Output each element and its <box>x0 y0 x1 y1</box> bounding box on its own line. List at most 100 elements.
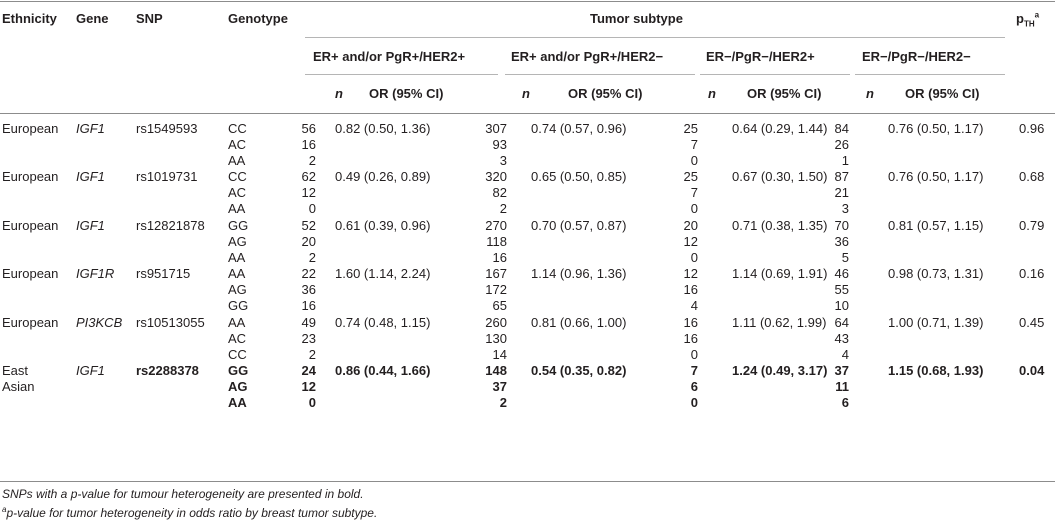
n-cell: 16 <box>683 331 698 346</box>
n-cell: 6 <box>690 379 698 394</box>
n-cell: 3 <box>499 153 507 168</box>
header-subtype-2: ER+ and/or PgR+/HER2− <box>511 49 664 64</box>
n-cell: 93 <box>492 137 507 152</box>
n-cell: 16 <box>301 137 316 152</box>
pth-cell: 0.96 <box>1019 121 1045 136</box>
ethnicity-cell: European <box>2 266 59 281</box>
n-cell: 37 <box>834 363 849 378</box>
or-cell: 0.81 (0.57, 1.15) <box>888 218 984 233</box>
top-rule <box>0 1 1055 2</box>
genotype-cell: CC <box>228 121 247 136</box>
n-cell: 7 <box>690 363 698 378</box>
genotype-cell: GG <box>228 218 249 233</box>
ethnicity-cell: European <box>2 121 59 136</box>
snp-cell: rs1549593 <box>136 121 198 136</box>
n-cell: 0 <box>690 153 698 168</box>
n-cell: 25 <box>683 121 698 136</box>
genotype-cell: AG <box>228 379 248 394</box>
n-cell: 0 <box>690 250 698 265</box>
genotype-cell: AG <box>228 234 247 249</box>
n-cell: 6 <box>841 395 849 410</box>
n-cell: 12 <box>301 379 316 394</box>
tumor-subtype-rule <box>305 37 1005 38</box>
or-cell: 0.86 (0.44, 1.66) <box>335 363 431 378</box>
or-cell: 1.60 (1.14, 2.24) <box>335 266 431 281</box>
subtype-2-rule <box>505 74 695 75</box>
n-cell: 24 <box>301 363 316 378</box>
or-cell: 1.24 (0.49, 3.17) <box>732 363 828 378</box>
or-cell: 0.74 (0.57, 0.96) <box>531 121 627 136</box>
n-cell: 16 <box>492 250 507 265</box>
pth-cell: 0.79 <box>1019 218 1045 233</box>
footnote-bold: SNPs with a p-value for tumour heterogen… <box>2 487 364 501</box>
n-cell: 2 <box>308 250 316 265</box>
or-cell: 0.76 (0.50, 1.17) <box>888 169 984 184</box>
n-cell: 2 <box>499 395 507 410</box>
header-or-1: OR (95% CI) <box>369 86 444 101</box>
or-cell: 1.14 (0.69, 1.91) <box>732 266 828 281</box>
n-cell: 20 <box>683 218 698 233</box>
n-cell: 0 <box>690 201 698 216</box>
header-pth: pTHa <box>1016 10 1040 29</box>
or-cell: 0.67 (0.30, 1.50) <box>732 169 828 184</box>
n-cell: 23 <box>301 331 316 346</box>
header-n-1: n <box>335 86 343 101</box>
subtype-4-rule <box>855 74 1005 75</box>
n-cell: 118 <box>486 234 507 249</box>
n-cell: 307 <box>485 121 507 136</box>
n-cell: 16 <box>683 282 698 297</box>
header-or-4: OR (95% CI) <box>905 86 980 101</box>
or-cell: 1.15 (0.68, 1.93) <box>888 363 984 378</box>
or-cell: 0.71 (0.38, 1.35) <box>732 218 828 233</box>
gene-cell: PI3KCB <box>76 315 123 330</box>
gene-cell: IGF1 <box>76 121 105 136</box>
n-cell: 2 <box>499 201 507 216</box>
n-cell: 167 <box>485 266 507 281</box>
genotype-cell: AA <box>228 315 246 330</box>
n-cell: 16 <box>301 298 316 313</box>
n-cell: 22 <box>301 266 316 281</box>
n-cell: 0 <box>690 395 698 410</box>
genotype-cell: AA <box>228 153 246 168</box>
n-cell: 260 <box>485 315 507 330</box>
n-cell: 49 <box>301 315 316 330</box>
header-or-2: OR (95% CI) <box>568 86 643 101</box>
n-cell: 4 <box>690 298 698 313</box>
genotype-cell: GG <box>228 363 249 378</box>
genotype-cell: AC <box>228 185 247 200</box>
or-cell: 1.00 (0.71, 1.39) <box>888 315 984 330</box>
n-cell: 25 <box>683 169 698 184</box>
snp-cell: rs10513055 <box>136 315 205 330</box>
n-cell: 36 <box>301 282 316 297</box>
header-bottom-rule <box>0 113 1055 114</box>
genotype-cell: AA <box>228 250 246 265</box>
n-cell: 0 <box>690 347 698 362</box>
header-n-4: n <box>866 86 874 101</box>
ethnicity-cell: European <box>2 169 59 184</box>
n-cell: 26 <box>834 137 849 152</box>
genotype-cell: CC <box>228 169 247 184</box>
n-cell: 14 <box>492 347 507 362</box>
header-gene: Gene <box>76 11 109 26</box>
header-n-3: n <box>708 86 716 101</box>
n-cell: 130 <box>485 331 507 346</box>
header-or-3: OR (95% CI) <box>747 86 822 101</box>
n-cell: 270 <box>485 218 507 233</box>
ethnicity-cell: East <box>2 363 29 378</box>
pth-cell: 0.68 <box>1019 169 1045 184</box>
genotype-cell: AC <box>228 331 247 346</box>
or-cell: 1.11 (0.62, 1.99) <box>732 315 827 330</box>
n-cell: 56 <box>301 121 316 136</box>
or-cell: 1.14 (0.96, 1.36) <box>531 266 627 281</box>
n-cell: 36 <box>834 234 849 249</box>
snp-cell: rs1019731 <box>136 169 198 184</box>
or-cell: 0.64 (0.29, 1.44) <box>732 121 828 136</box>
gene-cell: IGF1 <box>76 169 105 184</box>
n-cell: 82 <box>492 185 507 200</box>
header-subtype-4: ER−/PgR−/HER2− <box>862 49 971 64</box>
n-cell: 7 <box>690 185 698 200</box>
n-cell: 4 <box>841 347 849 362</box>
n-cell: 37 <box>492 379 507 394</box>
or-cell: 0.54 (0.35, 0.82) <box>531 363 627 378</box>
n-cell: 0 <box>308 201 316 216</box>
